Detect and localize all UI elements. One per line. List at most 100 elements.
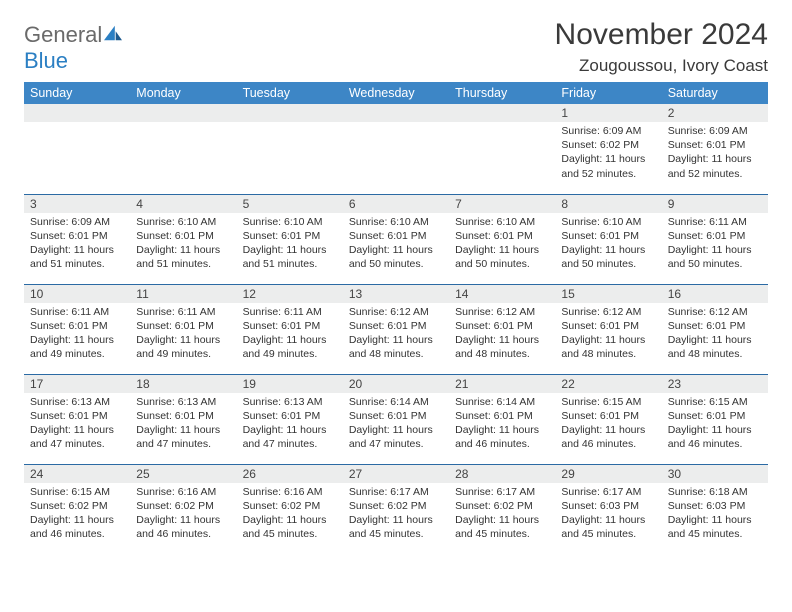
day-details: Sunrise: 6:13 AMSunset: 6:01 PMDaylight:… — [24, 393, 130, 456]
sunset-text: Sunset: 6:01 PM — [30, 409, 124, 423]
daylight-text: Daylight: 11 hours and 45 minutes. — [349, 513, 443, 541]
day-details: Sunrise: 6:15 AMSunset: 6:01 PMDaylight:… — [555, 393, 661, 456]
day-details: Sunrise: 6:11 AMSunset: 6:01 PMDaylight:… — [237, 303, 343, 366]
sunset-text: Sunset: 6:01 PM — [243, 409, 337, 423]
sunrise-text: Sunrise: 6:12 AM — [455, 305, 549, 319]
calendar-day-cell: 9Sunrise: 6:11 AMSunset: 6:01 PMDaylight… — [662, 194, 768, 284]
calendar-day-cell — [449, 104, 555, 194]
calendar-day-cell: 30Sunrise: 6:18 AMSunset: 6:03 PMDayligh… — [662, 464, 768, 554]
day-details: Sunrise: 6:12 AMSunset: 6:01 PMDaylight:… — [662, 303, 768, 366]
day-details: Sunrise: 6:16 AMSunset: 6:02 PMDaylight:… — [237, 483, 343, 546]
day-number: 25 — [130, 465, 236, 483]
day-number: 12 — [237, 285, 343, 303]
calendar-day-cell: 22Sunrise: 6:15 AMSunset: 6:01 PMDayligh… — [555, 374, 661, 464]
sunset-text: Sunset: 6:01 PM — [136, 319, 230, 333]
daylight-text: Daylight: 11 hours and 46 minutes. — [136, 513, 230, 541]
sunset-text: Sunset: 6:01 PM — [349, 229, 443, 243]
sunset-text: Sunset: 6:02 PM — [349, 499, 443, 513]
brand-word-2: Blue — [24, 48, 68, 73]
calendar-day-cell: 20Sunrise: 6:14 AMSunset: 6:01 PMDayligh… — [343, 374, 449, 464]
day-number: 24 — [24, 465, 130, 483]
sunrise-text: Sunrise: 6:15 AM — [30, 485, 124, 499]
day-details: Sunrise: 6:12 AMSunset: 6:01 PMDaylight:… — [555, 303, 661, 366]
header: General Blue November 2024 Zougoussou, I… — [24, 18, 768, 76]
daylight-text: Daylight: 11 hours and 47 minutes. — [136, 423, 230, 451]
daylight-text: Daylight: 11 hours and 45 minutes. — [455, 513, 549, 541]
day-details: Sunrise: 6:14 AMSunset: 6:01 PMDaylight:… — [449, 393, 555, 456]
day-number: 4 — [130, 195, 236, 213]
sunrise-text: Sunrise: 6:15 AM — [561, 395, 655, 409]
brand-word-1: General — [24, 22, 102, 47]
day-number: 5 — [237, 195, 343, 213]
day-details: Sunrise: 6:12 AMSunset: 6:01 PMDaylight:… — [343, 303, 449, 366]
day-number: 18 — [130, 375, 236, 393]
day-details: Sunrise: 6:09 AMSunset: 6:02 PMDaylight:… — [555, 122, 661, 185]
day-details: Sunrise: 6:17 AMSunset: 6:02 PMDaylight:… — [449, 483, 555, 546]
calendar-day-cell: 2Sunrise: 6:09 AMSunset: 6:01 PMDaylight… — [662, 104, 768, 194]
day-number: 13 — [343, 285, 449, 303]
daylight-text: Daylight: 11 hours and 51 minutes. — [136, 243, 230, 271]
day-details: Sunrise: 6:10 AMSunset: 6:01 PMDaylight:… — [449, 213, 555, 276]
title-block: November 2024 Zougoussou, Ivory Coast — [555, 18, 768, 76]
sunrise-text: Sunrise: 6:10 AM — [455, 215, 549, 229]
sunrise-text: Sunrise: 6:12 AM — [561, 305, 655, 319]
day-number-band-empty — [237, 104, 343, 122]
day-details: Sunrise: 6:11 AMSunset: 6:01 PMDaylight:… — [662, 213, 768, 276]
calendar-day-cell: 4Sunrise: 6:10 AMSunset: 6:01 PMDaylight… — [130, 194, 236, 284]
calendar-day-cell — [237, 104, 343, 194]
sunset-text: Sunset: 6:01 PM — [455, 409, 549, 423]
calendar-day-cell: 11Sunrise: 6:11 AMSunset: 6:01 PMDayligh… — [130, 284, 236, 374]
calendar-day-cell: 17Sunrise: 6:13 AMSunset: 6:01 PMDayligh… — [24, 374, 130, 464]
weekday-header: Wednesday — [343, 82, 449, 104]
calendar-week-row: 24Sunrise: 6:15 AMSunset: 6:02 PMDayligh… — [24, 464, 768, 554]
sunrise-text: Sunrise: 6:12 AM — [668, 305, 762, 319]
sunset-text: Sunset: 6:01 PM — [243, 319, 337, 333]
calendar-day-cell: 5Sunrise: 6:10 AMSunset: 6:01 PMDaylight… — [237, 194, 343, 284]
sunrise-text: Sunrise: 6:12 AM — [349, 305, 443, 319]
daylight-text: Daylight: 11 hours and 50 minutes. — [668, 243, 762, 271]
daylight-text: Daylight: 11 hours and 52 minutes. — [668, 152, 762, 180]
sunset-text: Sunset: 6:01 PM — [30, 229, 124, 243]
daylight-text: Daylight: 11 hours and 48 minutes. — [349, 333, 443, 361]
calendar-week-row: 17Sunrise: 6:13 AMSunset: 6:01 PMDayligh… — [24, 374, 768, 464]
daylight-text: Daylight: 11 hours and 48 minutes. — [561, 333, 655, 361]
location-subtitle: Zougoussou, Ivory Coast — [555, 56, 768, 76]
sunrise-text: Sunrise: 6:18 AM — [668, 485, 762, 499]
sunrise-text: Sunrise: 6:16 AM — [243, 485, 337, 499]
calendar-day-cell: 21Sunrise: 6:14 AMSunset: 6:01 PMDayligh… — [449, 374, 555, 464]
daylight-text: Daylight: 11 hours and 48 minutes. — [668, 333, 762, 361]
sunset-text: Sunset: 6:01 PM — [455, 319, 549, 333]
sunset-text: Sunset: 6:03 PM — [668, 499, 762, 513]
day-number: 16 — [662, 285, 768, 303]
weekday-header: Tuesday — [237, 82, 343, 104]
daylight-text: Daylight: 11 hours and 46 minutes. — [668, 423, 762, 451]
day-number: 2 — [662, 104, 768, 122]
calendar-week-row: 10 Sunrise: 6:11 AMSunset: 6:01 PMDayligh… — [24, 284, 768, 374]
day-number: 21 — [449, 375, 555, 393]
sunset-text: Sunset: 6:02 PM — [455, 499, 549, 513]
calendar-day-cell: 24Sunrise: 6:15 AMSunset: 6:02 PMDayligh… — [24, 464, 130, 554]
day-number: 10 — [24, 285, 130, 303]
calendar-table: Sunday Monday Tuesday Wednesday Thursday… — [24, 82, 768, 554]
daylight-text: Daylight: 11 hours and 50 minutes. — [561, 243, 655, 271]
sunset-text: Sunset: 6:01 PM — [243, 229, 337, 243]
day-details: Sunrise: 6:10 AMSunset: 6:01 PMDaylight:… — [130, 213, 236, 276]
calendar-day-cell: 26Sunrise: 6:16 AMSunset: 6:02 PMDayligh… — [237, 464, 343, 554]
sunrise-text: Sunrise: 6:09 AM — [668, 124, 762, 138]
daylight-text: Daylight: 11 hours and 47 minutes. — [243, 423, 337, 451]
day-details: Sunrise: 6:18 AMSunset: 6:03 PMDaylight:… — [662, 483, 768, 546]
calendar-day-cell: 3Sunrise: 6:09 AMSunset: 6:01 PMDaylight… — [24, 194, 130, 284]
day-details: Sunrise: 6:16 AMSunset: 6:02 PMDaylight:… — [130, 483, 236, 546]
weekday-header: Monday — [130, 82, 236, 104]
calendar-day-cell: 13Sunrise: 6:12 AMSunset: 6:01 PMDayligh… — [343, 284, 449, 374]
day-details: Sunrise: 6:13 AMSunset: 6:01 PMDaylight:… — [130, 393, 236, 456]
daylight-text: Daylight: 11 hours and 45 minutes. — [243, 513, 337, 541]
logo-sail-icon — [102, 24, 124, 42]
sunset-text: Sunset: 6:02 PM — [561, 138, 655, 152]
day-number: 27 — [343, 465, 449, 483]
sunrise-text: Sunrise: 6:13 AM — [30, 395, 124, 409]
day-number: 11 — [130, 285, 236, 303]
sunset-text: Sunset: 6:01 PM — [668, 409, 762, 423]
day-details: Sunrise: 6:10 AMSunset: 6:01 PMDaylight:… — [555, 213, 661, 276]
day-details: Sunrise: 6:15 AMSunset: 6:02 PMDaylight:… — [24, 483, 130, 546]
